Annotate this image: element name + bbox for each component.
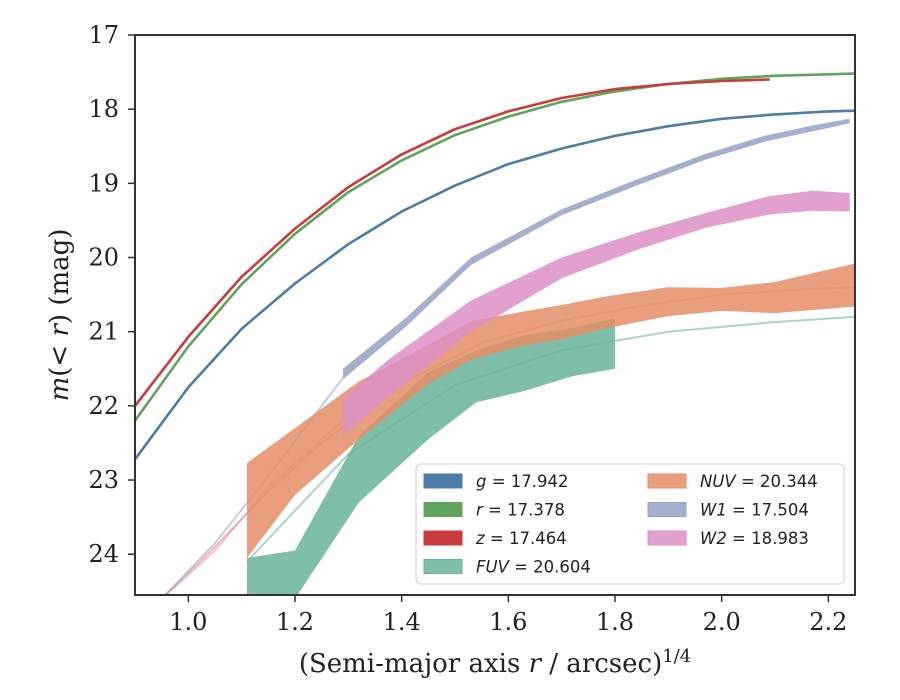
y-tick-label: 24	[88, 540, 119, 568]
plot-frame	[134, 34, 856, 596]
x-tick-label: 1.2	[276, 608, 314, 636]
legend-label-w2: W2 = 18.983	[700, 529, 809, 548]
legend-box	[415, 463, 845, 585]
y-tick-label: 20	[88, 244, 119, 272]
y-tick-label: 19	[88, 169, 119, 197]
x-axis-label: (Semi-major axis r / arcsec)1/4	[299, 646, 691, 679]
legend-swatch-z	[423, 530, 463, 546]
legend: g = 17.942 r = 17.378 z = 17.464 FUV = 20.6…	[415, 463, 845, 585]
legend-label-r: r = 17.378	[476, 501, 565, 520]
legend-swatch-r	[423, 502, 463, 517]
y-axis-label: m(< r) (mag)	[45, 229, 75, 402]
legend-label-nuv: NUV = 20.344	[700, 472, 818, 491]
y-tick-label: 21	[88, 318, 119, 346]
x-tick-label: 1.6	[489, 608, 527, 636]
y-tick-label: 18	[88, 95, 119, 123]
x-tick-label: 1.0	[169, 608, 207, 636]
z-series-line	[135, 78, 770, 407]
legend-swatch-nuv	[647, 473, 687, 489]
legend-label-w1: W1 = 17.504	[700, 501, 809, 520]
y-tick-label: 22	[88, 392, 119, 420]
y-tick-label: 23	[88, 466, 119, 494]
g-series-line	[135, 109, 855, 461]
axis-ticks: 1.0 1.2 1.4 1.6 1.8 2.0 2.2 17 18 19 20 21 22 23 24	[88, 21, 847, 636]
fuv-band	[247, 318, 615, 595]
x-tick-label: 1.8	[596, 608, 634, 636]
x-tick-label: 2.2	[809, 608, 847, 636]
legend-swatch-w2	[647, 530, 687, 546]
legend-label-z: z = 17.464	[475, 529, 567, 548]
r-series-line	[135, 72, 855, 422]
legend-label-fuv: FUV = 20.604	[476, 558, 591, 577]
legend-swatch-fuv	[423, 559, 463, 574]
x-tick-label: 2.0	[703, 608, 741, 636]
legend-swatch-w1	[647, 502, 687, 517]
x-tick-label: 1.4	[383, 608, 421, 636]
legend-label-g: g = 17.942	[476, 472, 569, 491]
plot-area	[135, 72, 855, 595]
y-tick-label: 17	[88, 21, 119, 49]
legend-swatch-g	[423, 473, 463, 489]
